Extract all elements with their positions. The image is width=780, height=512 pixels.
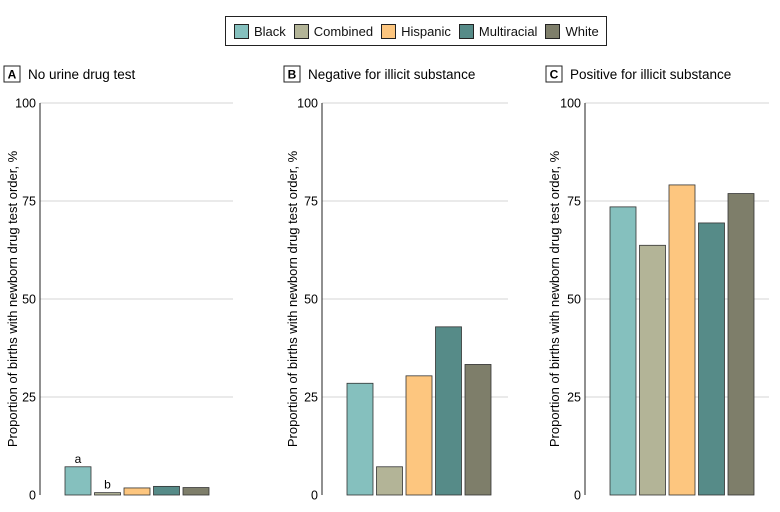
legend-item-combined: Combined <box>293 23 374 39</box>
panel-letter-box <box>545 65 563 83</box>
panel-c: C Positive for illicit substance 0 25 50 75 10… <box>545 65 769 503</box>
y-tick-label: 0 <box>29 489 36 503</box>
y-tick-label: 25 <box>304 391 318 405</box>
y-tick-label: 0 <box>311 489 318 503</box>
y-tick-label: 75 <box>22 195 36 209</box>
bar-black <box>346 382 374 496</box>
bar-combined <box>639 244 666 496</box>
legend-swatch <box>545 23 561 39</box>
y-tick-label: 100 <box>15 97 36 111</box>
bar-combined <box>376 466 403 496</box>
bar-annotation: b <box>104 478 111 492</box>
bar-black <box>609 206 637 496</box>
chart-legend: Black Combined Hispanic Multiracial White <box>225 16 607 46</box>
bar-white <box>727 193 755 496</box>
y-tick-label: 0 <box>574 489 581 503</box>
panel-title: No urine drug test <box>28 67 136 82</box>
y-tick-label: 75 <box>567 195 581 209</box>
panel-b: B Negative for illicit substance 0 25 50 75 10… <box>283 65 508 503</box>
bar-white <box>464 364 492 496</box>
y-axis-title: Proportion of births with newborn drug t… <box>547 150 562 447</box>
y-tick-label: 50 <box>304 293 318 307</box>
y-tick-label: 100 <box>560 97 581 111</box>
legend-swatch <box>458 23 474 39</box>
legend-swatch <box>293 23 309 39</box>
bar-multiracial <box>435 326 462 496</box>
panel-letter-box <box>3 65 21 83</box>
panel-letter: B <box>288 68 297 82</box>
bar-hispanic <box>668 184 696 496</box>
legend-swatch <box>234 23 249 39</box>
panel-letter-box <box>283 65 301 83</box>
panel-letter: C <box>550 68 559 82</box>
bar-multiracial <box>153 485 180 496</box>
legend-label: Black <box>254 23 286 39</box>
legend-item-white: White <box>545 23 599 39</box>
y-tick-label: 25 <box>567 391 581 405</box>
panel-letter: A <box>8 68 17 82</box>
panel-a: A No urine drug test 0 25 50 75 100 Proportion … <box>3 65 233 503</box>
y-tick-label: 75 <box>304 195 318 209</box>
bar-hispanic <box>123 487 151 496</box>
y-tick-label: 50 <box>22 293 36 307</box>
bar-black <box>64 466 92 496</box>
bar-annotation: a <box>75 452 82 466</box>
y-axis-title: Proportion of births with newborn drug t… <box>285 150 300 447</box>
y-tick-label: 25 <box>22 391 36 405</box>
legend-item-multiracial: Multiracial <box>458 23 538 39</box>
legend-label: White <box>565 23 599 39</box>
y-axis-title: Proportion of births with newborn drug t… <box>5 150 20 447</box>
y-tick-label: 100 <box>297 97 318 111</box>
bar-combined <box>94 492 121 496</box>
panel-title: Negative for illicit substance <box>308 67 475 82</box>
legend-label: Multiracial <box>478 23 538 39</box>
legend-label: Combined <box>313 23 374 39</box>
legend-label: Hispanic <box>401 23 451 39</box>
bar-white <box>182 487 210 496</box>
legend-swatch <box>381 23 397 39</box>
panel-title: Positive for illicit substance <box>570 67 731 82</box>
legend-item-black: Black <box>234 23 286 39</box>
bar-hispanic <box>405 375 433 496</box>
bar-multiracial <box>698 222 725 496</box>
legend-item-hispanic: Hispanic <box>381 23 451 39</box>
y-tick-label: 50 <box>567 293 581 307</box>
